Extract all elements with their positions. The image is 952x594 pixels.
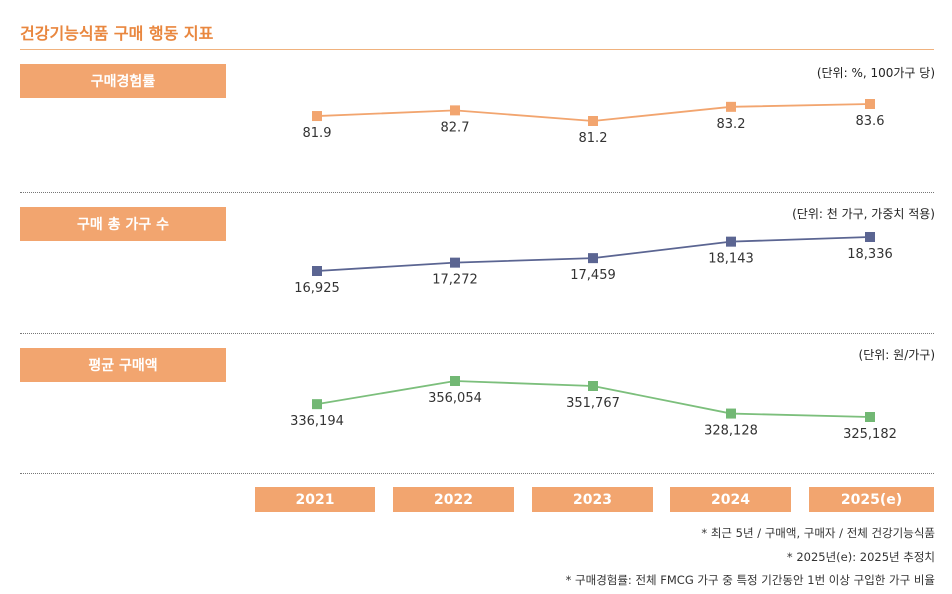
data-label: 351,767 — [566, 396, 620, 411]
data-point-marker — [450, 105, 460, 116]
unit-note-purchase-rate: (단위: %, 100가구 당) — [816, 66, 935, 80]
data-label: 17,459 — [570, 268, 616, 283]
page-title: 건강기능식품 구매 행동 지표 — [20, 24, 214, 43]
data-point-marker — [312, 399, 322, 410]
section-divider — [20, 333, 934, 334]
data-point-marker — [865, 232, 875, 242]
section-divider — [20, 192, 934, 193]
section-divider — [20, 473, 934, 474]
section-label-avg-spend: 평균 구매액 — [20, 348, 226, 382]
data-label: 17,272 — [432, 273, 478, 288]
data-label: 82.7 — [441, 120, 470, 135]
data-label: 356,054 — [428, 391, 482, 406]
data-label: 81.2 — [579, 131, 608, 146]
data-label: 83.2 — [717, 117, 746, 132]
data-point-marker — [865, 99, 875, 109]
year-label: 2022 — [393, 487, 514, 512]
footnote: * 구매경험률: 전체 FMCG 가구 중 특정 기간동안 1번 이상 구입한 … — [565, 573, 935, 587]
data-label: 325,182 — [843, 427, 897, 442]
data-point-marker — [450, 376, 460, 386]
data-label: 16,925 — [294, 281, 340, 296]
data-label: 336,194 — [290, 414, 344, 429]
data-point-marker — [588, 380, 598, 391]
data-point-marker — [450, 257, 460, 268]
year-label: 2024 — [670, 487, 791, 512]
footnote: * 최근 5년 / 구매액, 구매자 / 전체 건강기능식품 — [701, 526, 935, 540]
data-point-marker — [726, 101, 736, 112]
data-label: 18,336 — [847, 247, 893, 262]
section-label-purchase-rate: 구매경험률 — [20, 64, 226, 98]
unit-note-avg-spend: (단위: 원/가구) — [858, 348, 935, 362]
data-label: 18,143 — [708, 252, 754, 267]
unit-note-total-households: (단위: 천 가구, 가중치 적용) — [792, 207, 935, 221]
year-label: 2023 — [532, 487, 653, 512]
data-point-marker — [312, 111, 322, 122]
data-point-marker — [588, 253, 598, 264]
data-label: 83.6 — [856, 114, 885, 129]
data-point-marker — [726, 408, 736, 419]
title-divider — [20, 49, 934, 50]
data-label: 328,128 — [704, 424, 758, 439]
data-label: 81.9 — [303, 126, 332, 141]
year-label: 2021 — [255, 487, 375, 512]
section-label-total-households: 구매 총 가구 수 — [20, 207, 226, 241]
data-point-marker — [312, 266, 322, 276]
data-point-marker — [865, 412, 875, 422]
footnote: * 2025년(e): 2025년 추정치 — [786, 550, 935, 564]
data-point-marker — [588, 116, 598, 126]
year-label: 2025(e) — [809, 487, 934, 512]
data-point-marker — [726, 236, 736, 247]
